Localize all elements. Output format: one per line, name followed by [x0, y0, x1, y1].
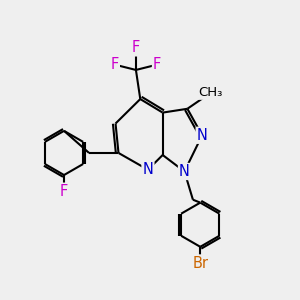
Text: F: F	[111, 57, 119, 72]
Text: N: N	[142, 162, 153, 177]
Text: F: F	[60, 184, 68, 199]
Text: Br: Br	[192, 256, 208, 271]
Text: F: F	[132, 40, 140, 56]
Text: F: F	[153, 57, 161, 72]
Text: N: N	[197, 128, 208, 143]
Text: N: N	[179, 164, 190, 179]
Text: CH₃: CH₃	[199, 86, 223, 99]
